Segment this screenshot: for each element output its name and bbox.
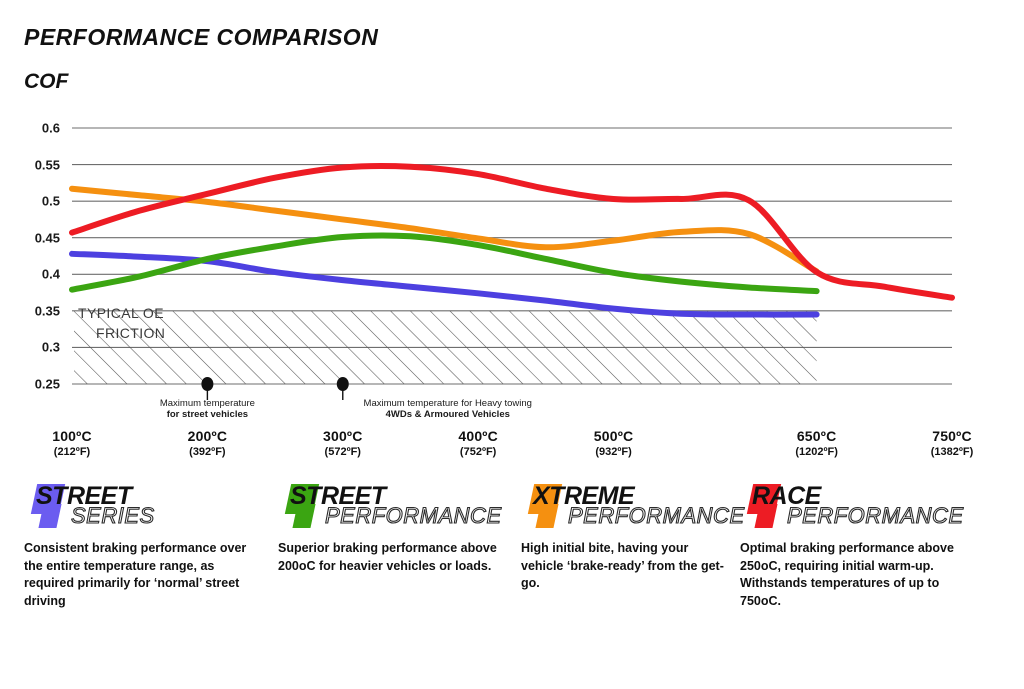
y-axis-tick-0.55: 0.55 (34, 157, 60, 173)
product-description: Optimal braking performance above 250oC,… (740, 541, 954, 608)
y-axis-tick-0.45: 0.45 (34, 230, 60, 246)
y-axis-tick-0.35: 0.35 (34, 303, 60, 319)
y-axis-tick-0.6: 0.6 (41, 120, 60, 136)
product-description: Consistent braking performance over the … (24, 541, 247, 608)
chart-canvas (69, 127, 955, 400)
x-axis-tick-500ºC: 500ºC (932ºF) (559, 428, 669, 458)
page-title: PERFORMANCE COMPARISON (24, 24, 379, 50)
logo-word-primary: STREET (290, 482, 386, 510)
logo-word-secondary: PERFORMANCE (786, 502, 964, 528)
x-tick-fahrenheit: (572ºF) (324, 446, 361, 458)
product-card-street-performance[interactable]: STREET PERFORMANCE Superior braking perfor… (278, 482, 506, 575)
x-tick-fahrenheit: (392ºF) (189, 446, 226, 458)
annotation-line1: Maximum temperature (159, 398, 255, 409)
x-axis-tick-400ºC: 400ºC (752ºF) (423, 428, 533, 458)
x-axis-tick-750ºC: 750ºC (1382ºF) (897, 428, 1007, 458)
logo-word-primary: XTREME (533, 482, 635, 510)
x-tick-celsius: 100ºC (52, 428, 92, 444)
band-label-line2: FRICTION (96, 324, 166, 341)
product-card-race-performance[interactable]: RACE PERFORMANCE Optimal braking performan… (740, 482, 980, 610)
logo-word-secondary: PERFORMANCE (324, 502, 502, 528)
x-tick-celsius: 500ºC (593, 428, 634, 444)
series-line-race-performance (69, 163, 955, 301)
logo-word-secondary: SERIES (70, 502, 155, 528)
x-tick-celsius: 650ºC (796, 428, 837, 444)
x-axis-tick-650ºC: 650ºC (1202ºF) (762, 428, 872, 458)
product-logo: STREET PERFORMANCE (278, 482, 506, 534)
series-line-xtreme-performance (69, 185, 820, 275)
logo-word-secondary: PERFORMANCE (567, 502, 745, 528)
x-axis-tick-200ºC: 200ºC (392ºF) (152, 428, 262, 458)
product-card-xtreme-performance[interactable]: XTREME PERFORMANCE High initial bite, havi… (521, 482, 745, 593)
chart-series-group (69, 163, 955, 318)
chart-annotation-2: Maximum temperature for Heavy towing 4WDs… (338, 398, 558, 420)
chart-annotation-markers (201, 377, 349, 400)
x-tick-fahrenheit: (1202ºF) (795, 446, 838, 458)
product-card-street-series[interactable]: STREET SERIES Consistent braking performan… (24, 482, 260, 610)
y-axis-tick-0.25: 0.25 (34, 376, 60, 392)
product-description: Superior braking performance above 200oC… (278, 541, 497, 573)
cof-line-chart: 0.6 0.55 0.5 0.45 0.4 0.35 0.3 0.25 100ºC (212ºF… (17, 120, 1007, 459)
annotation-line2: for street vehicles (166, 409, 249, 420)
y-axis-tick-0.3: 0.3 (41, 339, 60, 355)
x-tick-fahrenheit: (1382ºF) (930, 446, 974, 458)
product-logo: STREET SERIES (24, 482, 260, 534)
band-label-line1: TYPICAL OE (78, 304, 164, 321)
product-legend-cards: STREET SERIES Consistent braking performan… (0, 482, 1024, 682)
product-logo: RACE PERFORMANCE (740, 482, 980, 534)
annotation-line2: 4WDs & Armoured Vehicles (385, 409, 510, 420)
logo-word-primary: STREET (36, 482, 132, 510)
x-tick-fahrenheit: (932ºF) (595, 446, 632, 458)
band-label: TYPICAL OE FRICTION (78, 303, 165, 343)
x-axis-tick-100ºC: 100ºC (212ºF) (17, 428, 127, 458)
y-axis-tick-0.5: 0.5 (41, 193, 60, 209)
chart-axis-title-cof: COF (24, 70, 69, 93)
x-tick-fahrenheit: (212ºF) (53, 446, 91, 458)
x-tick-celsius: 400ºC (458, 428, 498, 444)
typical-oe-friction-band (74, 310, 817, 384)
product-logo: XTREME PERFORMANCE (521, 482, 745, 534)
x-tick-celsius: 300ºC (322, 428, 363, 444)
y-axis-tick-0.4: 0.4 (41, 266, 60, 282)
series-line-street-performance (69, 232, 820, 295)
logo-word-primary: RACE (752, 482, 821, 510)
chart-annotation-1: Maximum temperature for street vehicles (97, 398, 317, 420)
x-tick-celsius: 750ºC (932, 428, 972, 444)
annotation-line1: Maximum temperature for Heavy towing (363, 398, 532, 409)
product-description: High initial bite, having your vehicle ‘… (521, 541, 724, 590)
x-axis-tick-300ºC: 300ºC (572ºF) (288, 428, 398, 458)
x-tick-celsius: 200ºC (187, 428, 228, 444)
x-tick-fahrenheit: (752ºF) (459, 446, 497, 458)
